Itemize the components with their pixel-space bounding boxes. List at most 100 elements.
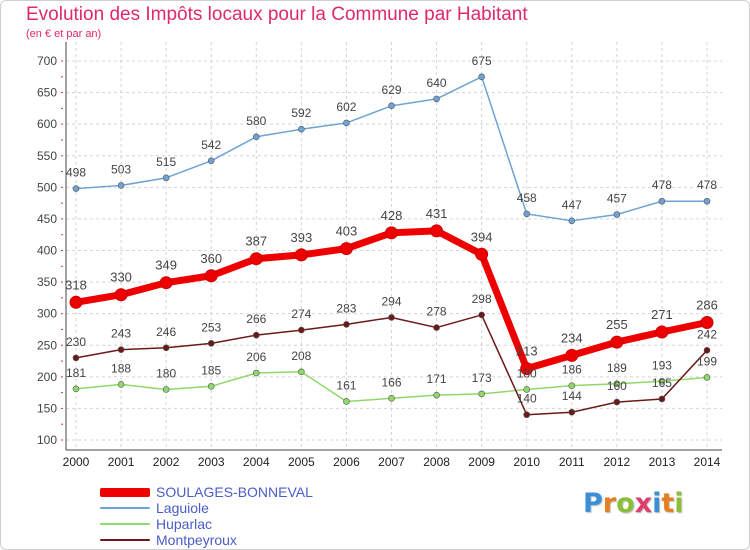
data-point <box>162 386 170 393</box>
x-tick-label: 2008 <box>423 455 450 469</box>
data-point <box>114 288 128 302</box>
chart-subtitle: (en € et par an) <box>26 28 102 40</box>
data-label: 403 <box>336 224 358 239</box>
y-tick-label: 500 <box>37 180 57 194</box>
data-label: 675 <box>472 54 492 68</box>
data-point <box>298 125 305 133</box>
data-label: 173 <box>472 371 492 385</box>
data-label: 602 <box>336 100 356 114</box>
x-tick-label: 2014 <box>694 455 721 469</box>
y-tick-label: 400 <box>37 244 57 258</box>
logo-letter: i <box>652 488 662 519</box>
data-label: 542 <box>201 138 221 152</box>
data-label: 274 <box>291 307 311 321</box>
data-point <box>520 362 534 376</box>
y-tick-label: 550 <box>37 149 57 163</box>
data-point <box>523 386 531 393</box>
data-point <box>658 377 666 385</box>
data-label: 294 <box>381 294 401 308</box>
data-label: 580 <box>246 114 266 128</box>
data-label: 498 <box>66 166 86 180</box>
data-point <box>433 324 440 331</box>
data-label: 478 <box>652 178 672 192</box>
data-label: 171 <box>427 372 447 386</box>
data-point <box>475 247 489 261</box>
data-point <box>388 102 395 110</box>
data-point <box>339 242 353 256</box>
x-tick-label: 2007 <box>378 455 405 469</box>
data-point <box>613 211 621 218</box>
data-label: 592 <box>291 106 311 120</box>
data-point <box>388 395 395 402</box>
data-label: 458 <box>517 191 537 205</box>
data-point <box>478 311 485 319</box>
data-point <box>430 224 444 238</box>
y-tick-label: 200 <box>37 370 57 384</box>
data-point <box>478 390 485 398</box>
legend-label-huparlac: Huparlac <box>156 516 213 532</box>
data-label: 278 <box>427 305 447 319</box>
data-point <box>252 331 260 339</box>
logo-letter: P <box>583 488 603 519</box>
x-tick-label: 2004 <box>243 455 270 469</box>
data-point <box>568 408 576 416</box>
data-point <box>343 321 350 328</box>
data-label: 230 <box>66 335 86 349</box>
y-tick-label: 600 <box>37 117 57 131</box>
data-point <box>159 276 173 290</box>
x-tick-label: 2003 <box>198 455 225 469</box>
logo-letter: x <box>634 488 653 519</box>
chart-title: Evolution des Impôts locaux pour la Comm… <box>26 4 528 25</box>
data-label: 431 <box>426 206 448 221</box>
proxiti-logo: Proxiti <box>583 488 684 519</box>
data-point <box>610 335 624 349</box>
data-point <box>294 248 308 262</box>
data-label: 283 <box>336 301 356 315</box>
data-label: 298 <box>472 292 492 306</box>
data-label: 180 <box>517 366 537 380</box>
y-tick-label: 300 <box>37 307 57 321</box>
data-label: 165 <box>652 376 672 390</box>
data-point <box>523 210 531 218</box>
data-point <box>72 185 80 192</box>
legend-swatch-soulages-bonneval <box>100 487 150 497</box>
data-point <box>343 398 350 405</box>
data-point <box>700 316 714 330</box>
data-label: 234 <box>561 330 583 345</box>
y-tick-label: 700 <box>37 54 57 68</box>
data-label: 188 <box>111 361 131 375</box>
data-point <box>613 380 621 388</box>
data-label: 503 <box>111 162 131 176</box>
x-tick-label: 2010 <box>513 455 540 469</box>
data-point <box>703 374 711 381</box>
data-label: 180 <box>156 366 176 380</box>
data-point <box>523 411 531 419</box>
data-label: 246 <box>156 325 176 339</box>
data-label: 213 <box>516 344 538 359</box>
data-label: 255 <box>606 317 628 332</box>
x-tick-label: 2011 <box>559 455 585 469</box>
data-point <box>703 197 711 205</box>
data-point <box>162 344 170 352</box>
data-label: 186 <box>562 363 582 377</box>
data-label: 208 <box>291 349 311 363</box>
logo-letter: o <box>616 488 635 519</box>
data-point <box>343 119 350 127</box>
data-point <box>433 391 440 399</box>
data-point <box>703 347 711 354</box>
data-point <box>162 174 170 182</box>
data-point <box>655 325 669 339</box>
data-point <box>388 314 395 321</box>
data-label: 478 <box>697 178 717 192</box>
data-point <box>72 354 80 362</box>
data-label: 193 <box>652 358 672 372</box>
data-label: 189 <box>607 361 627 375</box>
data-point <box>252 133 260 141</box>
x-tick-label: 2002 <box>153 455 180 469</box>
y-tick-label: 100 <box>37 433 57 447</box>
data-point <box>117 346 125 353</box>
data-label: 286 <box>696 298 718 313</box>
legend: SOULAGES-BONNEVAL Laguiole Huparlac Mont… <box>100 484 313 548</box>
y-tick-label: 250 <box>37 338 57 352</box>
